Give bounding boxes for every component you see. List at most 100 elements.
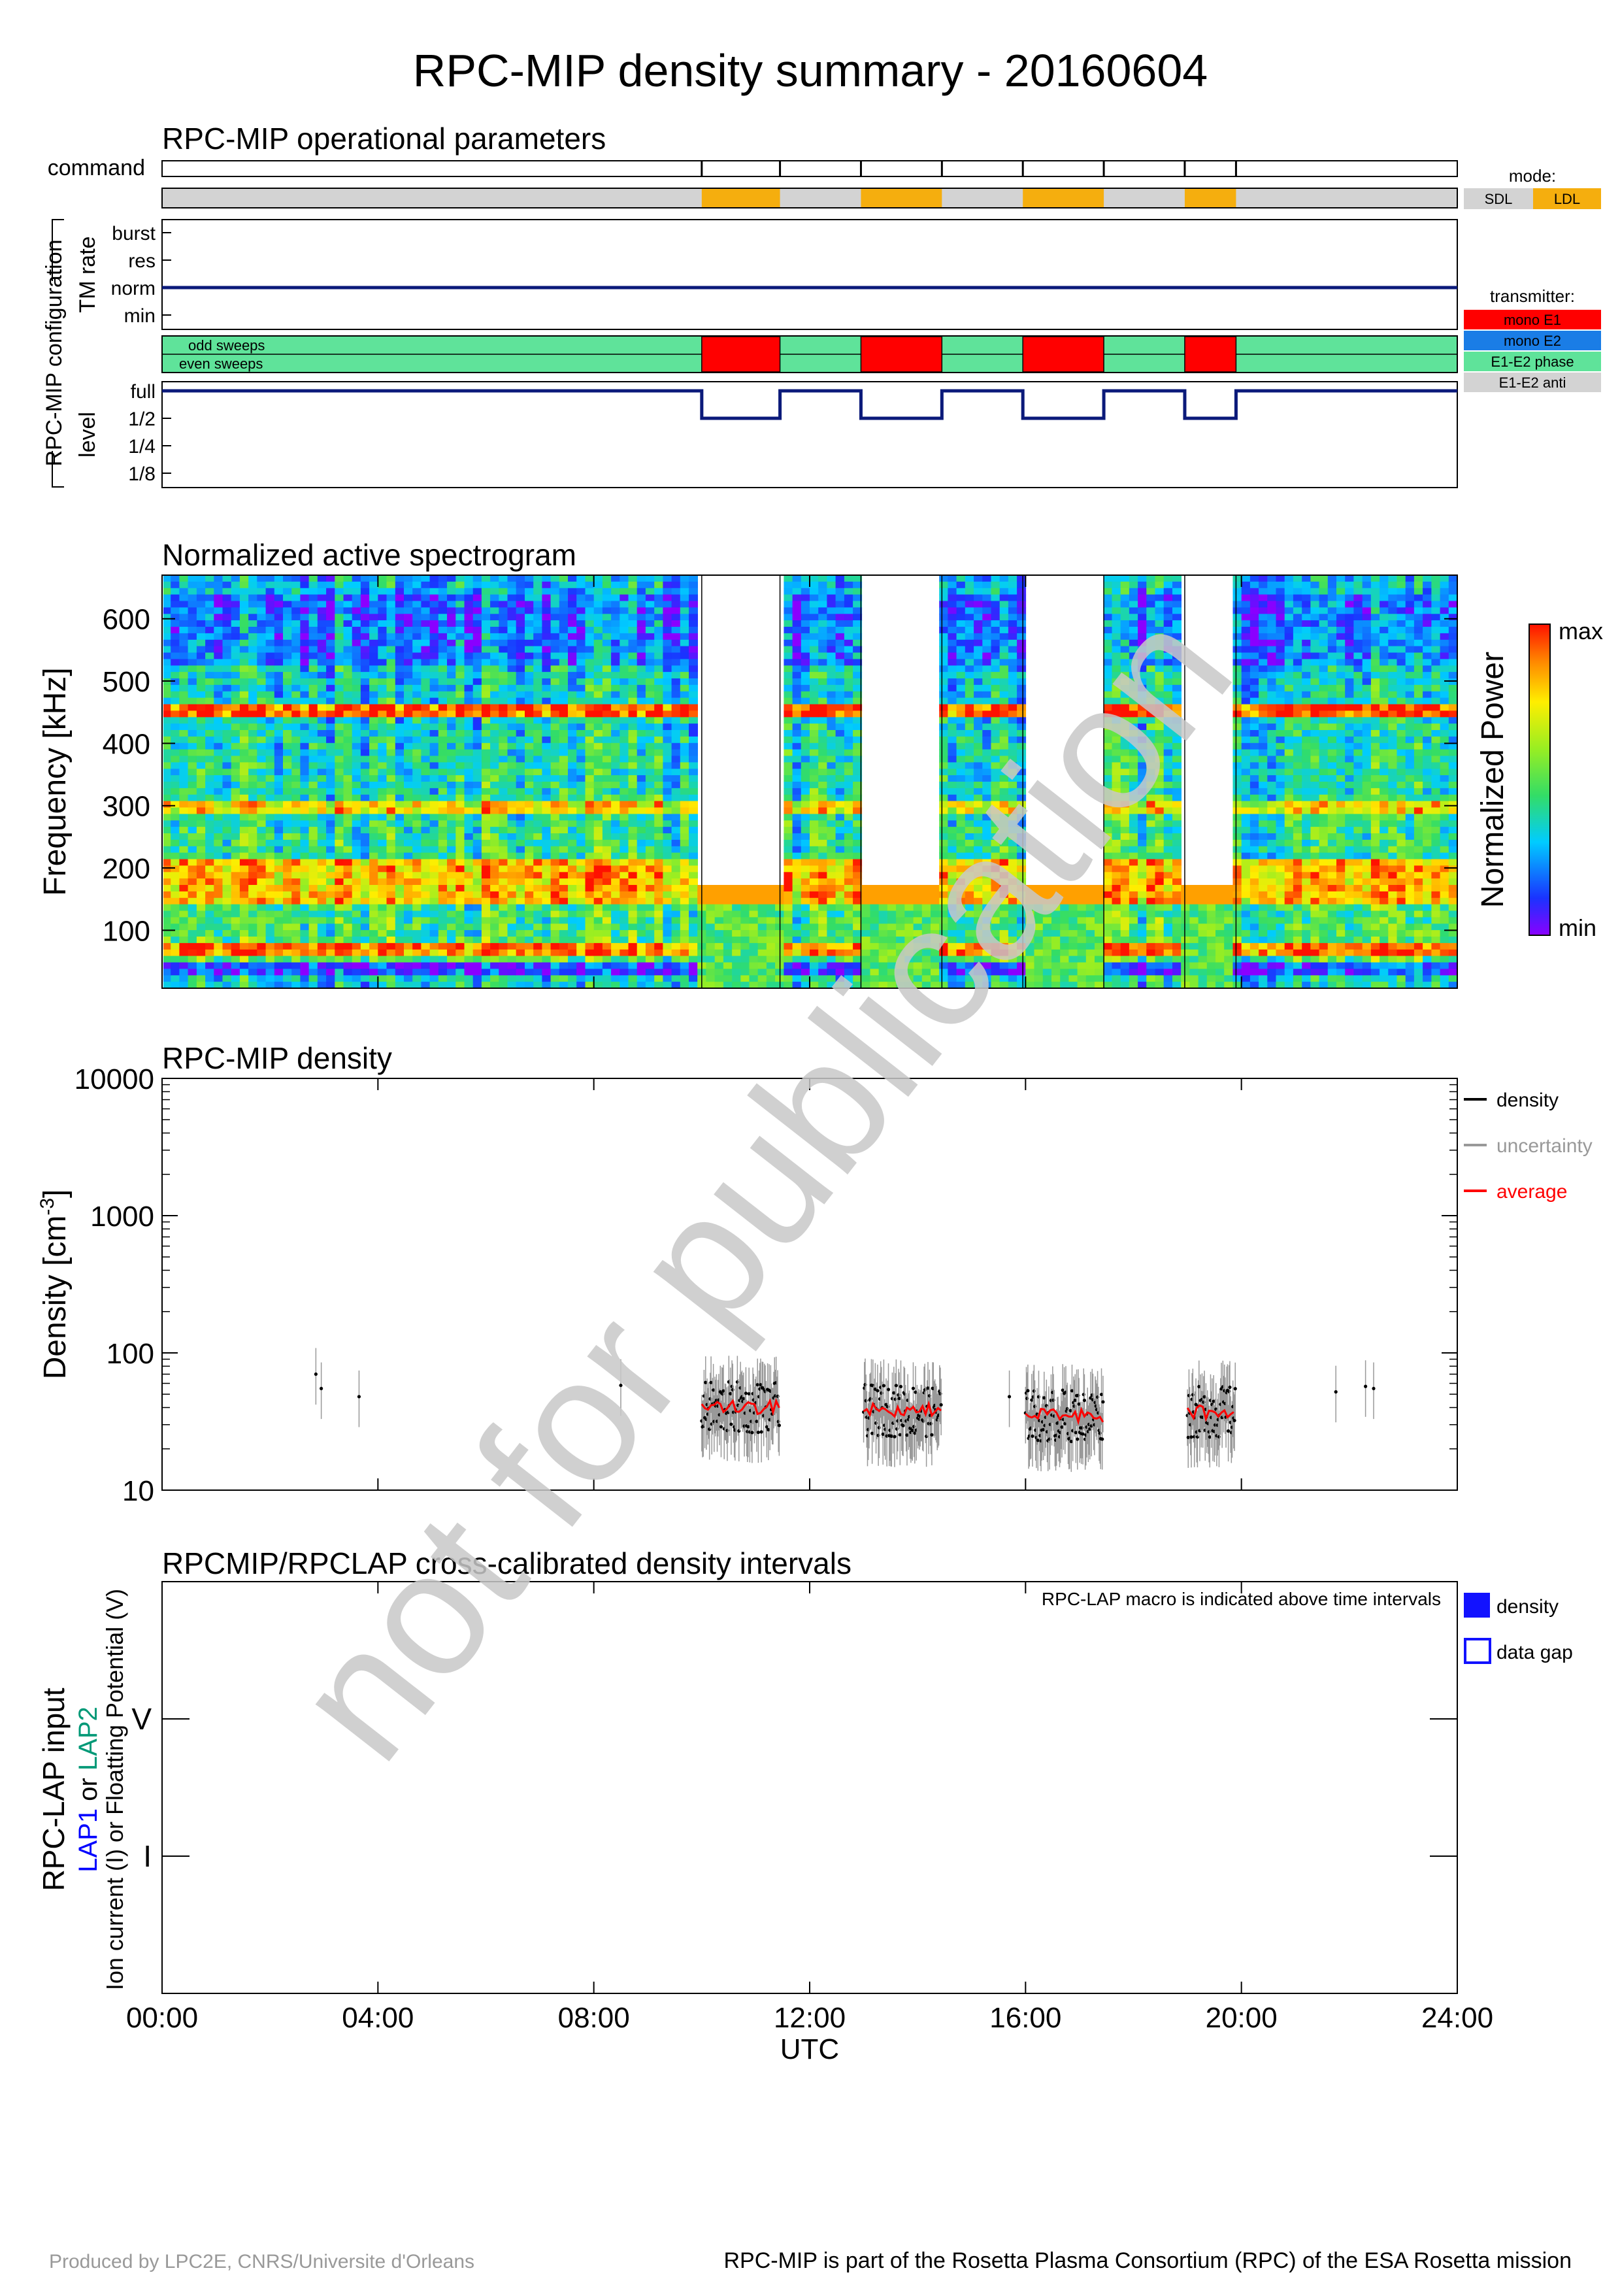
spectrogram-cell [827,923,836,931]
spectrogram-cell [559,911,569,918]
spectrogram-cell [404,588,413,595]
spectrogram-cell [162,575,171,582]
spectrogram-cell [231,717,240,724]
spectrogram-cell [214,620,223,627]
spectrogram-cell [750,937,759,944]
spectrogram-cell [369,878,378,886]
spectrogram-cell [378,950,387,957]
spectrogram-cell [430,956,439,963]
spectrogram-cell [266,653,275,660]
spectrogram-cell [197,853,206,860]
spectrogram-cell [352,588,361,595]
spectrogram-cell [784,582,793,589]
spectrogram-cell [818,853,827,860]
spectrogram-cell [559,601,569,608]
spectrogram-cell [542,653,551,660]
spectrogram-cell [525,607,534,614]
spectrogram-cell [576,730,586,737]
spectrogram-cell [335,891,344,899]
spectrogram-cell [430,659,439,666]
spectrogram-cell [162,950,171,957]
spectrogram-cell [508,588,517,595]
spectrogram-cell [404,575,413,582]
spectrogram-cell [810,917,819,924]
spectrogram-cell [223,943,232,950]
spectrogram-cell [490,646,499,654]
spectrogram-cell [576,659,586,666]
spectrogram-cell [706,969,715,976]
spectrogram-cell [508,905,517,912]
spectrogram-cell [309,795,318,802]
spectrogram-cell [369,762,378,769]
spectrogram-cell [542,801,551,808]
spectrogram-cell [576,853,586,860]
spectrogram-cell [810,627,819,634]
spectrogram-cell [197,627,206,634]
spectrogram-cell [810,743,819,750]
spectrogram-cell [352,943,361,950]
spectrogram-cell [654,820,663,827]
spectrogram-cell [291,840,301,847]
spectrogram-cell [827,788,836,795]
spectrogram-cell [404,646,413,654]
spectrogram-cell [387,659,396,666]
spectrogram-cell [844,840,853,847]
spectrogram-cell [361,865,370,873]
spectrogram-cell [274,795,284,802]
spectrogram-cell [646,582,655,589]
spectrogram-cell [586,653,595,660]
spectrogram-cell [188,859,197,867]
spectrogram-cell [948,653,957,660]
spectrogram-cell [646,885,655,892]
spectrogram-cell [352,633,361,641]
spectrogram-cell [559,691,569,699]
spectrogram-cell [274,814,284,821]
spectrogram-cell [404,685,413,692]
spectrogram-cell [836,665,845,673]
spectrogram-cell [188,872,197,879]
spectrogram-cell [533,705,542,712]
spectrogram-cell [784,911,793,918]
spectrogram-cell [836,872,845,879]
spectrogram-cell [542,730,551,737]
spectrogram-cell [162,750,171,757]
spectrogram-cell [240,905,249,912]
spectrogram-cell [404,775,413,782]
spectrogram-cell [291,833,301,840]
spectrogram-cell [369,905,378,912]
spectrogram-cell [490,775,499,782]
spectrogram-cell [637,653,646,660]
spectrogram-cell [248,614,257,621]
spectrogram-cell [197,659,206,666]
spectrogram-cell [490,840,499,847]
spectrogram-cell [412,575,422,582]
spectrogram-cell [594,750,603,757]
spectrogram-cell [283,646,292,654]
spectrogram-cell [291,614,301,621]
spectrogram-cell [318,865,327,873]
spectrogram-cell [361,601,370,608]
spectrogram-cell [568,659,577,666]
spectrogram-cell [430,950,439,957]
spectrogram-cell [482,769,491,776]
spectrogram-cell [266,769,275,776]
spectrogram-cell [654,923,663,931]
spectrogram-cell [490,905,499,912]
spectrogram-cell [465,717,474,724]
spectrogram-cell [870,891,880,899]
spectrogram-cell [369,698,378,705]
spectrogram-cell [240,582,249,589]
spectrogram-cell [533,872,542,879]
spectrogram-cell [663,911,672,918]
spectrogram-cell [723,891,733,899]
spectrogram-cell [516,698,525,705]
spectrogram-cell [637,659,646,666]
spectrogram-cell [171,582,180,589]
spectrogram-cell [784,691,793,699]
spectrogram-cell [620,865,629,873]
spectrogram-cell [283,705,292,712]
spectrogram-cell [818,898,827,905]
spectrogram-cell [689,878,698,886]
spectrogram-cell [525,672,534,679]
